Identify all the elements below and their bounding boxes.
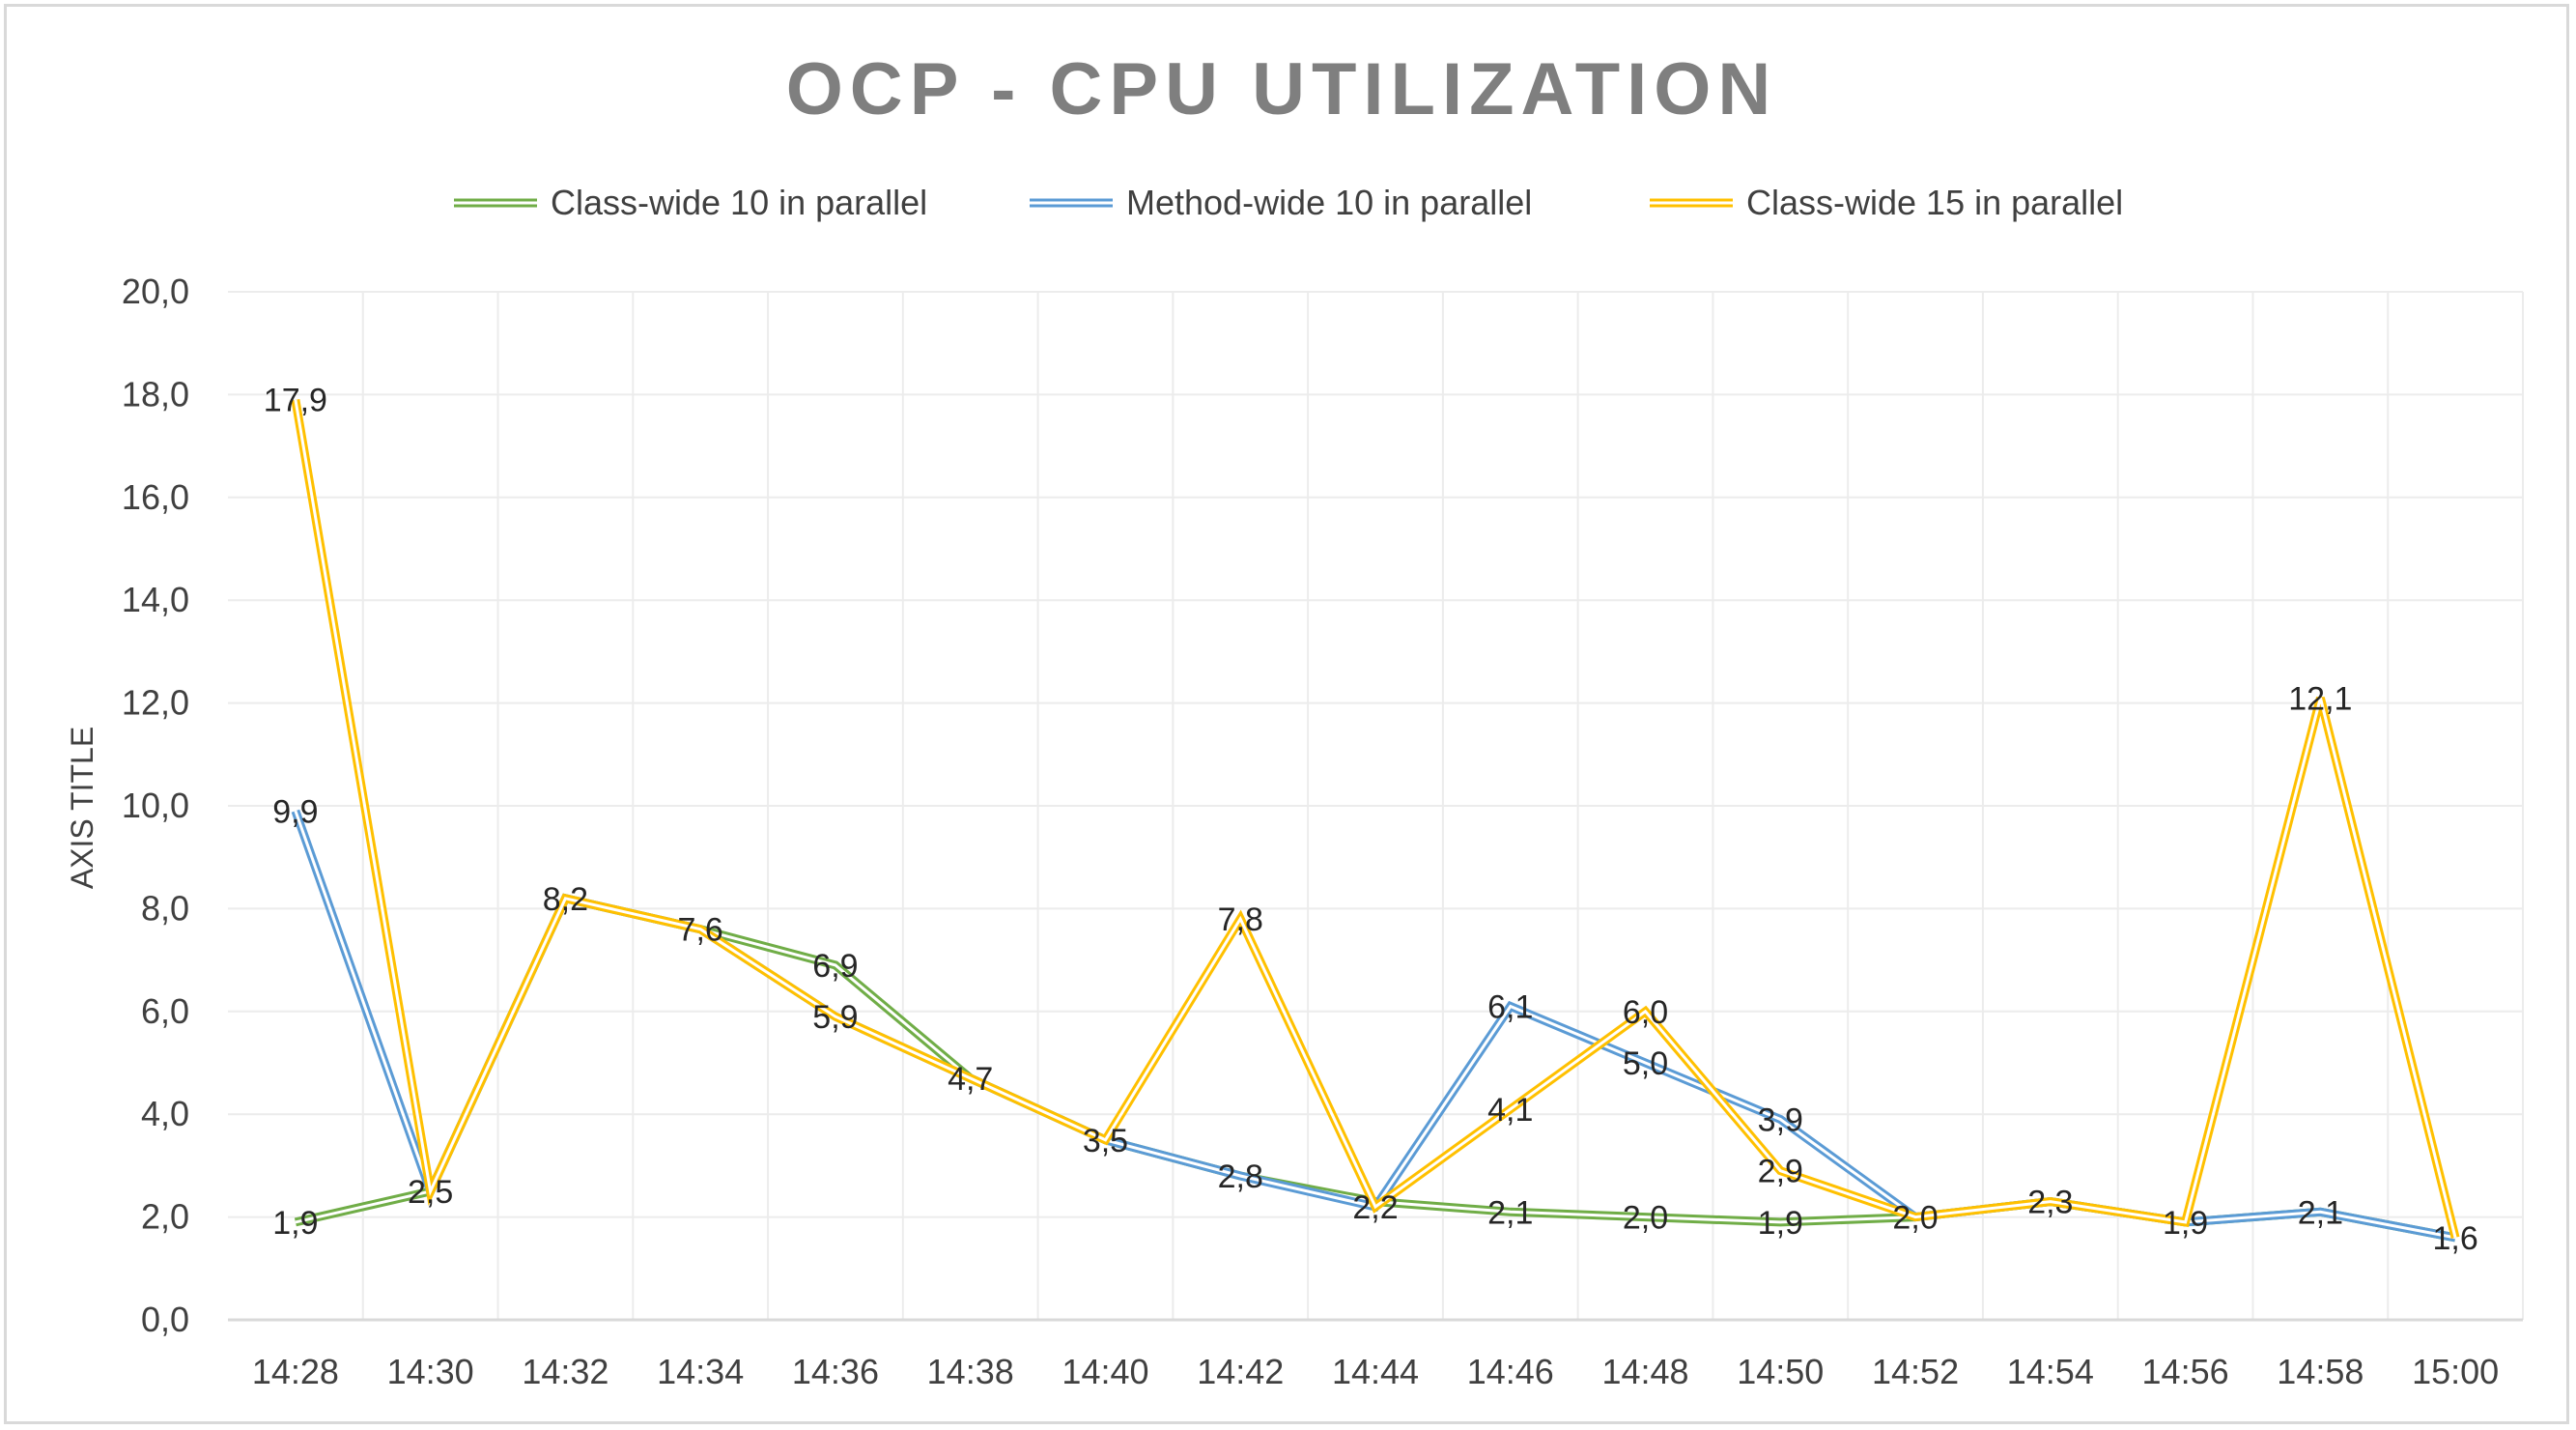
series-line-outer — [291, 809, 2456, 1243]
x-tick-label: 14:52 — [1872, 1352, 1959, 1391]
y-tick-label: 4,0 — [141, 1094, 189, 1133]
data-label: 7,6 — [678, 912, 723, 949]
y-axis-title: AXIS TITLE — [65, 727, 99, 889]
series-lines — [291, 398, 2460, 1243]
y-tick-label: 16,0 — [122, 477, 189, 517]
data-label: 3,5 — [1083, 1123, 1128, 1159]
data-label: 2,1 — [2298, 1194, 2343, 1231]
x-tick-label: 14:50 — [1737, 1352, 1824, 1391]
y-tick-label: 2,0 — [141, 1197, 189, 1237]
data-label: 2,5 — [408, 1174, 453, 1211]
data-label: 6,9 — [812, 948, 858, 985]
chart-title: OCP - CPU UTILIZATION — [786, 48, 1778, 130]
y-tick-label: 10,0 — [122, 786, 189, 825]
series-line-inner — [294, 810, 2456, 1240]
legend-label: Method-wide 10 in parallel — [1126, 183, 1532, 222]
legend-item: Class-wide 10 in parallel — [454, 183, 927, 222]
data-label: 2,2 — [1352, 1189, 1398, 1226]
x-tick-label: 14:46 — [1467, 1352, 1554, 1391]
series-line-inner — [294, 399, 2457, 1239]
data-label: 2,8 — [1218, 1158, 1263, 1195]
data-label: 2,1 — [1487, 1194, 1533, 1231]
data-label: 2,0 — [1623, 1200, 1668, 1237]
x-tick-label: 14:40 — [1062, 1352, 1148, 1391]
gridlines — [228, 291, 2524, 1320]
data-label: 5,0 — [1623, 1045, 1668, 1082]
y-tick-label: 14,0 — [122, 580, 189, 619]
data-label: 4,7 — [948, 1061, 993, 1098]
data-label: 9,9 — [272, 793, 318, 830]
series-line — [291, 809, 2456, 1243]
series-line — [291, 398, 2460, 1239]
data-label: 1,9 — [272, 1205, 318, 1242]
data-label: 17,9 — [264, 383, 327, 419]
series-line-inner — [295, 897, 2456, 1240]
y-tick-label: 8,0 — [141, 888, 189, 928]
data-label: 1,9 — [2163, 1205, 2208, 1242]
series-line-outer — [291, 398, 2460, 1239]
data-label: 2,3 — [2027, 1185, 2073, 1221]
series-line-outer — [294, 893, 2456, 1243]
x-tick-label: 14:54 — [2007, 1352, 2094, 1391]
y-tick-label: 18,0 — [122, 374, 189, 414]
data-label: 4,1 — [1487, 1092, 1533, 1129]
legend-item: Class-wide 15 in parallel — [1650, 183, 2123, 222]
legend: Class-wide 10 in parallel Method-wide 10 … — [454, 183, 2123, 222]
x-tick-label: 14:58 — [2277, 1352, 2364, 1391]
x-tick-label: 15:00 — [2412, 1352, 2499, 1391]
y-tick-label: 12,0 — [122, 683, 189, 723]
data-label: 7,8 — [1218, 901, 1263, 938]
data-label: 6,0 — [1623, 994, 1668, 1031]
legend-label: Class-wide 15 in parallel — [1746, 183, 2123, 222]
data-label: 12,1 — [2288, 680, 2352, 717]
series-line — [294, 893, 2456, 1243]
x-tick-label: 14:36 — [792, 1352, 879, 1391]
legend-label: Class-wide 10 in parallel — [551, 183, 927, 222]
data-label: 2,0 — [1892, 1200, 1938, 1237]
data-label: 6,1 — [1487, 988, 1533, 1025]
data-label: 1,6 — [2432, 1220, 2477, 1257]
y-tick-label: 20,0 — [122, 272, 189, 311]
data-label: 3,9 — [1758, 1102, 1803, 1139]
x-tick-label: 14:42 — [1197, 1352, 1284, 1391]
x-tick-label: 14:56 — [2142, 1352, 2229, 1391]
data-label: 2,9 — [1758, 1154, 1803, 1190]
x-tick-label: 14:34 — [657, 1352, 744, 1391]
x-tick-label: 14:32 — [522, 1352, 609, 1391]
data-label: 8,2 — [543, 881, 588, 918]
y-tick-label: 0,0 — [141, 1300, 189, 1339]
legend-item: Method-wide 10 in parallel — [1030, 183, 1532, 222]
x-tick-label: 14:30 — [387, 1352, 474, 1391]
data-label: 5,9 — [812, 999, 858, 1036]
x-tick-label: 14:48 — [1601, 1352, 1688, 1391]
x-tick-label: 14:28 — [252, 1352, 339, 1391]
x-tick-label: 14:38 — [927, 1352, 1014, 1391]
data-labels: 17,9 9,9 1,9 2,5 8,2 7,6 6,9 5,9 4,7 3,5 7,8 2,8 2,2… — [264, 383, 2478, 1257]
y-tick-label: 6,0 — [141, 991, 189, 1031]
data-label: 1,9 — [1758, 1205, 1803, 1242]
x-tick-label: 14:44 — [1332, 1352, 1419, 1391]
axes: 0,0 2,0 4,0 6,0 8,0 10,0 12,0 14,0 16,0 18,0 20,0 1… — [122, 272, 2523, 1391]
